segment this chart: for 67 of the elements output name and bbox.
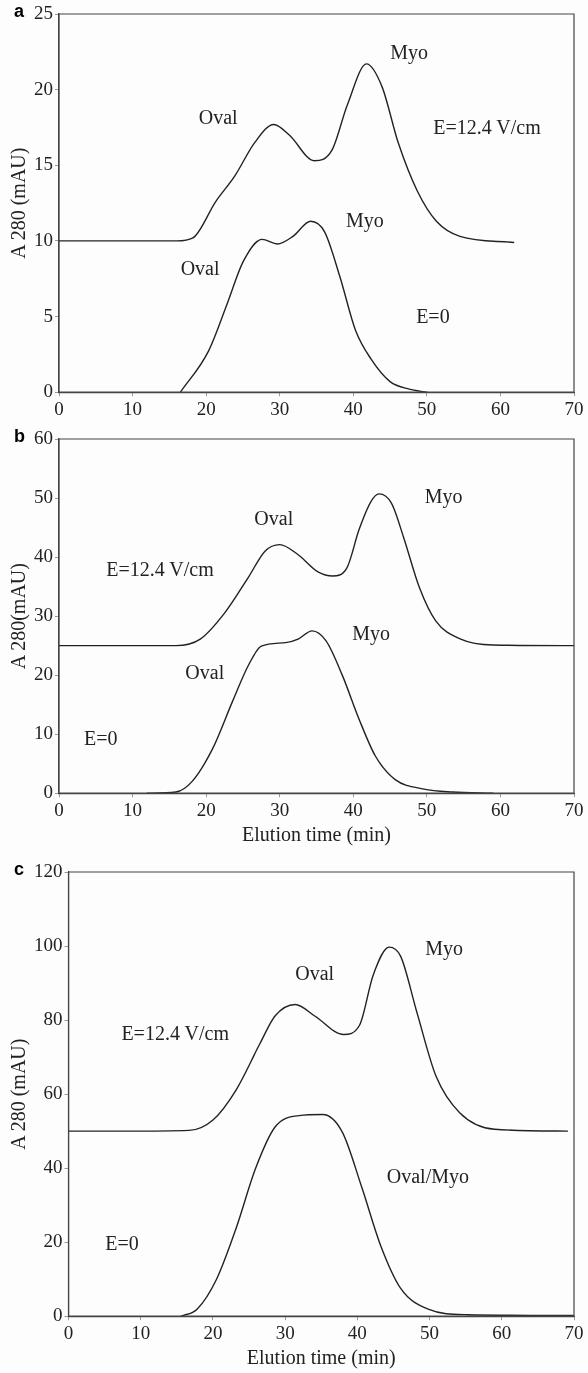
- y-axis-title: A 280 (mAU): [7, 147, 31, 259]
- x-tick-label: 50: [417, 397, 437, 419]
- y-tick-label: 20: [43, 1230, 63, 1252]
- x-tick-label: 50: [420, 1321, 440, 1343]
- y-tick-label: 20: [34, 663, 53, 685]
- y-axis-title: A 280(mAU): [7, 563, 31, 670]
- y-tick-label: 40: [43, 1156, 63, 1178]
- x-tick-label: 70: [564, 397, 584, 419]
- annotation: E=12.4 V/cm: [433, 116, 542, 139]
- annotation: E=0: [105, 1231, 139, 1254]
- annotation: Oval: [180, 256, 220, 279]
- annotation: E=12.4 V/cm: [106, 558, 215, 581]
- annotation: Myo: [352, 622, 390, 646]
- y-tick-label: 0: [43, 380, 53, 402]
- y-tick-label: 30: [34, 604, 53, 626]
- y-tick-label: 15: [34, 153, 53, 175]
- x-tick-label: 40: [343, 397, 363, 419]
- annotation: Myo: [424, 485, 463, 509]
- x-tick-label: 60: [490, 798, 510, 820]
- y-tick-label: 0: [43, 781, 53, 803]
- x-tick-label: 50: [417, 798, 437, 820]
- x-tick-label: 40: [343, 798, 363, 820]
- x-tick-label: 70: [564, 798, 584, 820]
- y-tick-label: 60: [34, 426, 53, 448]
- x-tick-label: 20: [196, 397, 216, 419]
- x-tick-label: 60: [492, 1321, 512, 1343]
- x-tick-label: 30: [275, 1321, 295, 1343]
- x-axis-title: Elution time (min): [246, 1346, 396, 1370]
- x-tick-label: 30: [270, 798, 290, 820]
- y-tick-label: 40: [34, 545, 53, 567]
- y-tick-label: 5: [43, 304, 53, 326]
- x-tick-label: 60: [490, 397, 510, 419]
- y-tick-label: 80: [43, 1008, 63, 1030]
- annotation: Oval: [295, 962, 335, 985]
- y-tick-label: 25: [34, 1, 53, 23]
- annotation: Myo: [346, 208, 384, 232]
- y-tick-label: 0: [53, 1304, 63, 1326]
- x-tick-label: 10: [123, 798, 143, 820]
- y-tick-label: 10: [34, 228, 53, 250]
- annotation: Oval: [254, 507, 294, 530]
- y-tick-label: 60: [43, 1082, 63, 1104]
- x-tick-label: 40: [347, 1321, 367, 1343]
- x-tick-label: 30: [270, 397, 290, 419]
- y-axis-title: A 280 (mAU): [7, 1038, 31, 1150]
- y-tick-label: 20: [34, 77, 53, 99]
- line-series: [180, 1113, 574, 1317]
- annotation: E=0: [416, 305, 450, 328]
- y-tick-label: 100: [34, 934, 63, 956]
- x-tick-label: 70: [564, 1321, 584, 1343]
- x-tick-label: 10: [123, 397, 143, 419]
- y-tick-label: 10: [34, 722, 53, 744]
- x-tick-label: 20: [196, 798, 216, 820]
- chart-title: c: [14, 858, 25, 879]
- y-tick-label: 120: [34, 859, 63, 881]
- chart-title: b: [14, 425, 25, 446]
- x-tick-label: 10: [131, 1321, 151, 1343]
- annotation: Myo: [425, 936, 463, 960]
- x-tick-label: 20: [203, 1321, 223, 1343]
- annotation: Oval: [185, 660, 225, 683]
- x-axis-title: Elution time (min): [242, 823, 391, 847]
- annotation: Myo: [390, 40, 429, 64]
- annotation: E=0: [83, 726, 118, 749]
- chart-title: a: [14, 0, 25, 21]
- annotation: E=12.4 V/cm: [121, 1022, 230, 1045]
- y-tick-label: 50: [34, 486, 53, 508]
- annotation: Oval: [198, 105, 239, 128]
- annotation: Oval/Myo: [386, 1164, 470, 1188]
